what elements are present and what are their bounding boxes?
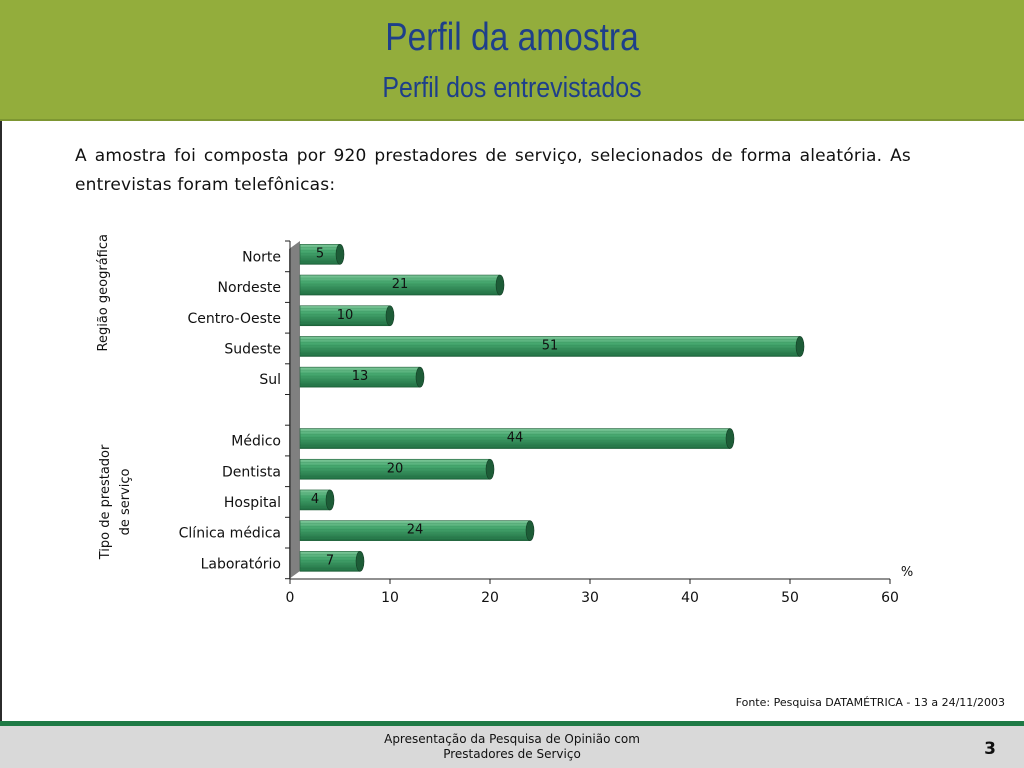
- bar-chart: 0 10 20 30 40 50 60% Norte 5 Nordeste 21 Centro-Oes…: [0, 225, 1024, 615]
- category-label: Dentista: [222, 464, 281, 480]
- data-label: 24: [407, 523, 424, 538]
- data-label: 51: [542, 338, 559, 353]
- footer-caption: Apresentação da Pesquisa de Opinião com …: [312, 732, 712, 762]
- bar-cap: [325, 489, 335, 511]
- x-tick-label: 20: [481, 590, 499, 606]
- category-label: Médico: [231, 434, 281, 450]
- bar-cap: [525, 520, 535, 541]
- bar-cap: [385, 305, 395, 327]
- data-label: 13: [352, 369, 369, 384]
- bar-cap: [725, 428, 735, 449]
- group-label-provider-line2: de serviço: [118, 468, 133, 535]
- data-label: 10: [337, 308, 354, 323]
- category-label: Nordeste: [218, 280, 281, 296]
- category-label: Norte: [242, 249, 281, 265]
- x-tick-label: 30: [581, 590, 599, 606]
- x-tick-label: 60: [881, 590, 899, 606]
- data-label: 5: [316, 246, 324, 261]
- category-label: Centro-Oeste: [188, 311, 282, 327]
- footer-divider: [0, 721, 1024, 726]
- x-tick-label: 10: [381, 590, 399, 606]
- category-label: Hospital: [224, 495, 281, 511]
- bar-cap: [415, 366, 425, 388]
- left-border: [0, 121, 2, 723]
- data-label: 7: [326, 553, 334, 568]
- group-label-region: Região geográfica: [96, 234, 111, 351]
- bar-cap: [795, 336, 805, 357]
- category-label: Clínica médica: [179, 526, 281, 542]
- data-label: 44: [507, 431, 524, 446]
- footer-caption-line1: Apresentação da Pesquisa de Opinião com: [384, 732, 640, 746]
- group-label-provider-line1: Tipo de prestador: [98, 444, 113, 560]
- header-banner: Perfil da amostra Perfil dos entrevistad…: [0, 0, 1024, 121]
- unit-label: %: [901, 565, 913, 580]
- bar-cap: [335, 244, 345, 265]
- bar-cap: [355, 551, 365, 572]
- footer-caption-line2: Prestadores de Serviço: [443, 747, 581, 761]
- category-label: Sul: [259, 372, 281, 388]
- bar-cap: [495, 274, 505, 296]
- category-label: Sudeste: [224, 341, 281, 357]
- page-number: 3: [984, 739, 996, 759]
- x-tick-label: 50: [781, 590, 799, 606]
- bar-chart-svg: 0 10 20 30 40 50 60% Norte 5 Nordeste 21 Centro-Oes…: [96, 234, 913, 606]
- data-label: 21: [392, 277, 409, 292]
- page-title: Perfil da amostra: [385, 16, 639, 59]
- data-label: 20: [387, 461, 404, 476]
- x-tick-label: 0: [286, 590, 295, 606]
- data-label: 4: [311, 492, 319, 507]
- intro-paragraph: A amostra foi composta por 920 prestador…: [75, 146, 911, 195]
- bar-cap: [485, 458, 495, 480]
- x-tick-label: 40: [681, 590, 699, 606]
- footer: Apresentação da Pesquisa de Opinião com …: [0, 726, 1024, 768]
- category-label: Laboratório: [201, 556, 281, 572]
- page-subtitle: Perfil dos entrevistados: [382, 72, 642, 104]
- source-note: Fonte: Pesquisa DATAMÉTRICA - 13 a 24/11…: [735, 696, 1005, 709]
- axis-wall: [289, 241, 300, 579]
